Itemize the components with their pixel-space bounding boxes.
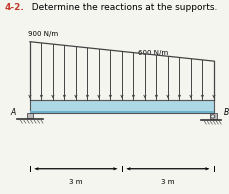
Text: 3 m: 3 m [161,179,174,185]
Text: 4-2.: 4-2. [5,3,24,12]
Bar [30,111,213,113]
Text: A: A [10,108,15,117]
Bar [30,100,213,113]
Circle shape [210,115,214,118]
Bar [27,113,33,118]
Bar [210,113,216,119]
Text: 900 N/m: 900 N/m [27,31,57,37]
Text: B: B [223,108,228,117]
Text: Determine the reactions at the supports.: Determine the reactions at the supports. [26,3,217,12]
Text: 600 N/m: 600 N/m [137,50,167,56]
Text: 3 m: 3 m [69,179,82,185]
